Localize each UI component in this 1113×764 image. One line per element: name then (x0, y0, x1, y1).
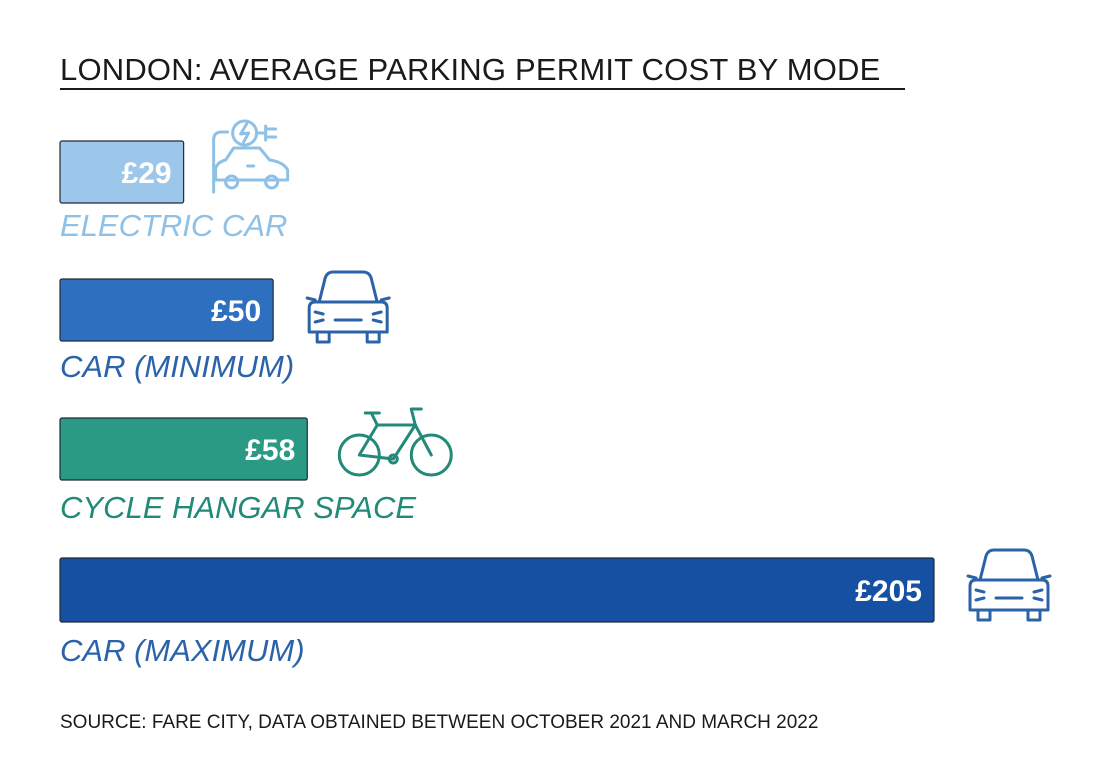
bar-chart: £29 ELECTRIC CAR £50 CAR (MINIMUM) £58 CYCLE … (59, 119, 1052, 668)
bar-value-label: £205 (855, 575, 922, 608)
chart-title: LONDON: AVERAGE PARKING PERMIT COST BY M… (60, 52, 881, 87)
title-underline (60, 88, 905, 90)
electric-car-icon (212, 119, 290, 194)
category-label: CYCLE HANGAR SPACE (60, 490, 416, 525)
category-label: CAR (MINIMUM) (60, 349, 294, 384)
bar-value-label: £58 (245, 434, 295, 467)
bar (59, 557, 935, 623)
bar (59, 278, 274, 342)
bicycle-icon (337, 407, 453, 477)
car-icon (966, 548, 1052, 622)
bar (59, 140, 185, 204)
bar (59, 417, 308, 481)
category-label: ELECTRIC CAR (60, 208, 287, 243)
bar-value-label: £29 (122, 157, 172, 190)
bar-value-label: £50 (211, 295, 261, 328)
car-icon (305, 270, 391, 344)
category-label: CAR (MAXIMUM) (60, 633, 305, 668)
source-note: SOURCE: FARE CITY, DATA OBTAINED BETWEEN… (60, 712, 819, 733)
